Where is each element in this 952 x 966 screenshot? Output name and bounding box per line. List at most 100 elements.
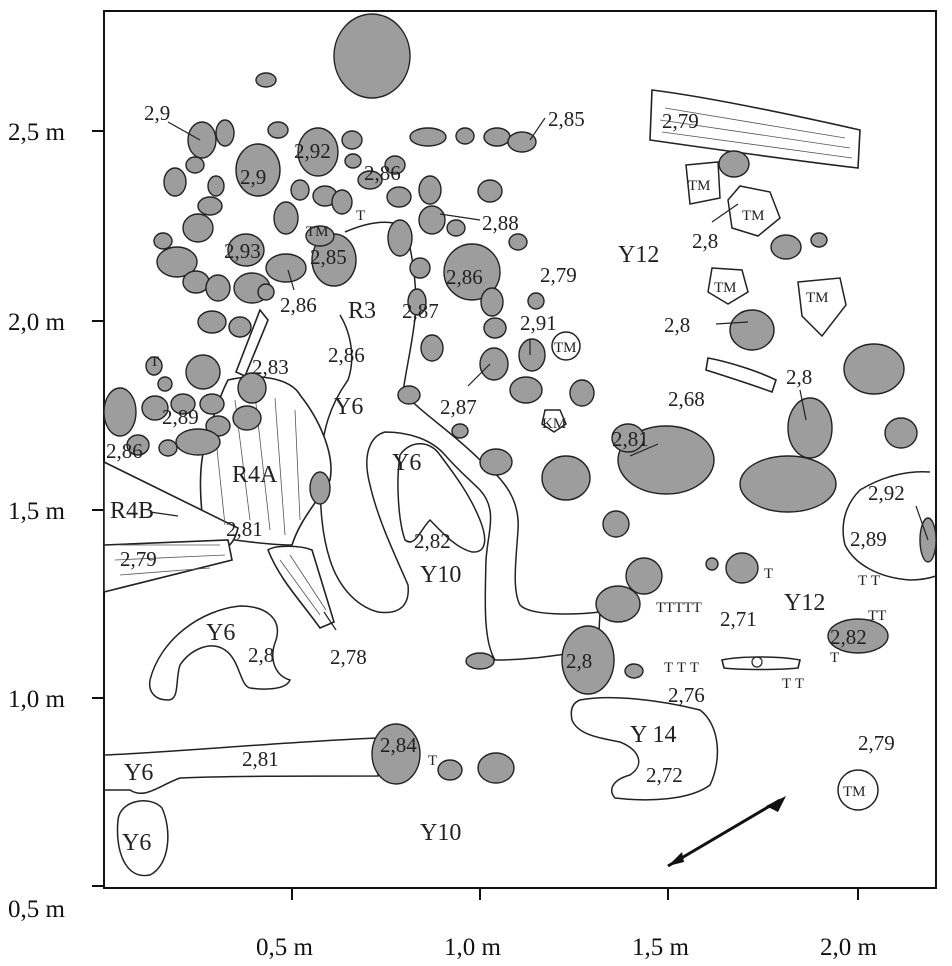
x-tick-label: 1,0 m xyxy=(444,934,502,961)
y-tick-label: 2,0 m xyxy=(8,309,66,336)
tm-marker: TM xyxy=(688,178,711,194)
stone xyxy=(397,385,421,405)
stone xyxy=(185,156,205,174)
elevation-label: 2,72 xyxy=(646,763,683,787)
stone xyxy=(437,759,463,781)
stone xyxy=(739,455,837,513)
stone xyxy=(541,455,591,501)
stone xyxy=(409,257,431,279)
elevation-label: 2,93 xyxy=(224,239,261,263)
y-tick-label: 0,5 m xyxy=(8,896,66,923)
unit-label: Y6 xyxy=(334,394,363,420)
elevation-label: 2,8 xyxy=(786,365,812,389)
north-arrow xyxy=(667,796,786,868)
stone xyxy=(185,354,221,390)
tm-outline xyxy=(837,769,879,811)
stake-mark: Т xyxy=(830,650,839,666)
wooden-object xyxy=(721,656,801,671)
stone xyxy=(446,219,466,237)
stone xyxy=(371,723,421,785)
stone xyxy=(479,347,509,381)
leader xyxy=(915,505,929,541)
stone xyxy=(273,201,299,235)
elevation-label: 2,8 xyxy=(566,649,592,673)
leader xyxy=(529,117,546,141)
stake-mark: Т Т Т xyxy=(664,660,699,676)
wood-grain xyxy=(114,544,226,576)
stone xyxy=(770,234,802,260)
stone xyxy=(729,309,775,351)
elevation-label: 2,91 xyxy=(520,311,557,335)
stone xyxy=(420,334,444,362)
y6-inner-loop xyxy=(397,443,486,553)
stone xyxy=(624,663,644,679)
stone xyxy=(611,423,645,453)
unit-label: Y10 xyxy=(420,820,461,846)
stone xyxy=(305,225,335,247)
stone xyxy=(197,310,227,334)
stake-mark: Т xyxy=(428,753,437,769)
leader xyxy=(799,389,807,421)
plan-frame xyxy=(103,10,937,889)
stone xyxy=(265,253,307,283)
leader xyxy=(715,321,749,325)
top-timber xyxy=(649,89,861,169)
x-axis: 0,5 m 1,0 m 1,5 m 2,0 m xyxy=(256,888,878,961)
elevation-label: 2,9 xyxy=(240,165,266,189)
stone xyxy=(170,393,196,415)
unit-label: R3 xyxy=(348,298,376,324)
stone xyxy=(451,423,469,439)
stones xyxy=(103,13,937,785)
stone xyxy=(357,170,383,190)
elevation-label: 2,89 xyxy=(850,527,887,551)
stone xyxy=(341,130,363,150)
elevation-label: 2,92 xyxy=(868,481,905,505)
elevation-label: 2,85 xyxy=(548,107,585,131)
elevation-label: 2,89 xyxy=(162,405,199,429)
stone xyxy=(595,585,641,623)
elevation-label: 2,86 xyxy=(106,439,143,463)
tm-outline xyxy=(797,277,847,338)
feature-outlines xyxy=(103,89,937,877)
stone xyxy=(602,510,630,538)
stake-mark: Т Т xyxy=(858,573,880,589)
y-axis: 2,5 m 2,0 m 1,5 m 1,0 m 0,5 m xyxy=(8,119,104,923)
unit-label: R4B xyxy=(110,498,154,524)
stone xyxy=(297,127,339,177)
stake-mark: Т xyxy=(150,354,159,370)
stone xyxy=(479,448,513,476)
stone xyxy=(483,127,511,147)
elevation-label: 2,88 xyxy=(482,211,519,235)
stone xyxy=(257,283,275,301)
elevation-label: 2,8 xyxy=(664,313,690,337)
unit-label: Y6 xyxy=(124,760,153,786)
stone xyxy=(232,405,262,431)
stone xyxy=(156,246,198,278)
stake-mark: Т Т xyxy=(782,676,804,692)
leader xyxy=(287,269,295,291)
stone xyxy=(483,317,507,339)
stone xyxy=(141,395,169,421)
stone xyxy=(158,439,178,457)
wooden-object-hole xyxy=(751,656,763,668)
y12-boundary xyxy=(842,470,937,581)
stone xyxy=(787,397,833,459)
stone xyxy=(197,196,223,216)
leader xyxy=(149,511,179,517)
stone xyxy=(199,393,225,415)
elevation-label: 2,79 xyxy=(858,731,895,755)
elevation-label: 2,92 xyxy=(294,139,331,163)
elevation-label: 2,8 xyxy=(248,643,274,667)
elevation-label: 2,81 xyxy=(612,427,649,451)
x-tick-label: 2,0 m xyxy=(820,934,878,961)
stone xyxy=(561,625,615,695)
stone xyxy=(267,121,289,139)
stone xyxy=(569,379,595,407)
y6-lower-left xyxy=(148,605,292,701)
y6-bottom-strip xyxy=(103,737,379,795)
stone xyxy=(387,219,413,257)
tm-outline xyxy=(707,267,749,305)
stone xyxy=(237,372,267,404)
stone xyxy=(255,72,277,88)
wood-grain xyxy=(279,554,327,616)
